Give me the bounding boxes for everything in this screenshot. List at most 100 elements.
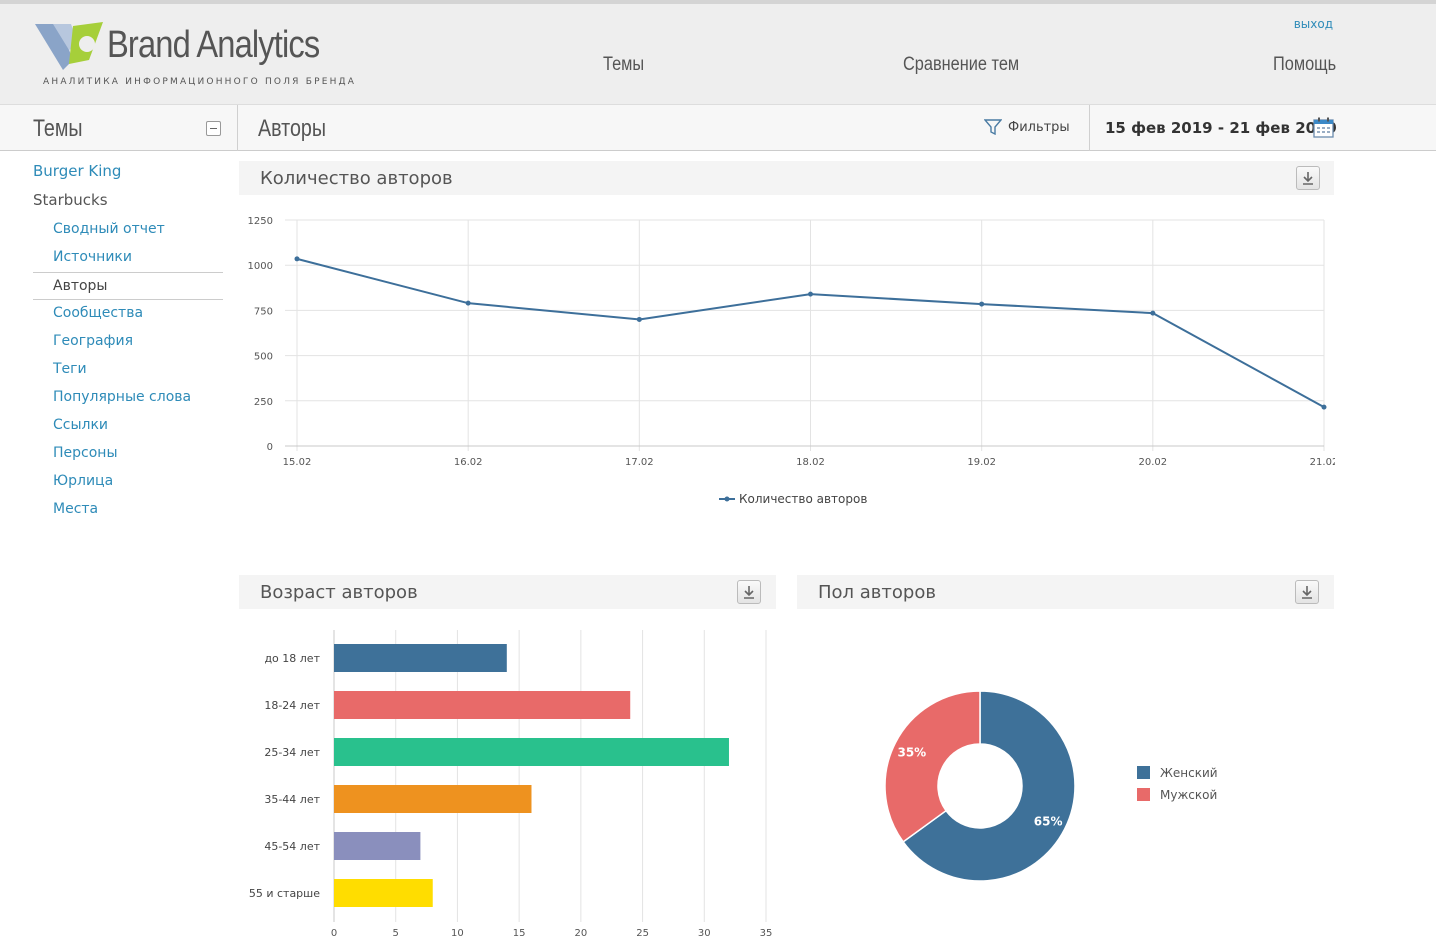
sidebar-title: Темы	[33, 115, 83, 142]
divider	[1089, 105, 1090, 151]
slice-value-label: 65%	[1034, 815, 1063, 829]
x-tick-label: 19.02	[967, 457, 996, 468]
legend-label: Количество авторов	[739, 492, 867, 506]
age-bar	[334, 691, 631, 719]
date-separator: -	[1217, 119, 1225, 137]
age-panel-header: Возраст авторов	[239, 575, 776, 609]
y-tick-label: 750	[254, 306, 273, 317]
category-label: 55 и старше	[249, 887, 320, 900]
x-tick-label: 16.02	[454, 457, 483, 468]
slice-value-label: 35%	[897, 745, 926, 759]
gender-donut-chart: 65% 35% Женский Мужской	[884, 690, 1218, 882]
x-tick-label: 10	[451, 928, 464, 939]
x-tick-label: 15	[513, 928, 526, 939]
x-tick-label: 18.02	[796, 457, 825, 468]
sidebar-item-popular-words[interactable]: Популярные слова	[53, 389, 192, 405]
calendar-icon[interactable]	[1313, 117, 1334, 138]
x-tick-label: 20	[574, 928, 587, 939]
category-label: 25-34 лет	[264, 746, 320, 759]
x-tick-label: 0	[331, 928, 337, 939]
nav-help[interactable]: Помощь	[1273, 54, 1337, 75]
data-point	[1150, 310, 1156, 316]
age-bar	[334, 738, 729, 766]
filter-icon	[984, 119, 1002, 135]
sidebar-item-legal-entities[interactable]: Юрлица	[53, 473, 114, 489]
donut-slice	[884, 690, 981, 843]
data-point	[1321, 404, 1327, 410]
x-tick-label: 5	[393, 928, 399, 939]
legend-point-marker	[724, 496, 730, 502]
x-tick-label: 20.02	[1139, 457, 1168, 468]
data-point	[294, 256, 300, 262]
category-label: 45-54 лет	[264, 840, 320, 853]
topic-burger-king[interactable]: Burger King	[33, 162, 122, 180]
age-bar	[334, 832, 421, 860]
age-bar	[334, 879, 433, 907]
age-bar	[334, 785, 532, 813]
filters-label: Фильтры	[1008, 119, 1070, 135]
y-tick-label: 250	[254, 397, 273, 408]
age-bar	[334, 644, 507, 672]
nav-compare-topics[interactable]: Сравнение тем	[903, 54, 1020, 75]
data-point	[979, 301, 985, 307]
y-tick-label: 500	[254, 352, 273, 363]
x-tick-label: 25	[636, 928, 649, 939]
y-tick-label: 1000	[248, 261, 273, 272]
x-tick-label: 30	[698, 928, 711, 939]
data-point	[636, 316, 642, 322]
sidebar-item-persons[interactable]: Персоны	[53, 445, 118, 461]
legend-label: Мужской	[1160, 788, 1217, 802]
logout-link[interactable]: выход	[1293, 17, 1333, 31]
brand-logo[interactable]: Brand Analytics АНАЛИТИКА ИНФОРМАЦИОННОГ…	[33, 20, 354, 94]
collapse-sidebar-button[interactable]	[206, 121, 221, 136]
active-item-highlight	[33, 272, 223, 300]
divider	[237, 105, 238, 151]
data-point	[465, 300, 471, 306]
authors-count-panel-header: Количество авторов	[239, 161, 1334, 195]
authors-count-line-chart: 0 250 500 750 1000 1250 15.02 16.02 17.02 18.02 19…	[248, 216, 1335, 506]
download-age-button[interactable]	[737, 580, 761, 604]
data-point	[808, 291, 813, 297]
sidebar-item-authors[interactable]: Авторы	[53, 278, 108, 294]
sidebar-item-links[interactable]: Ссылки	[53, 417, 109, 433]
download-authors-count-button[interactable]	[1296, 166, 1320, 190]
y-tick-label: 0	[267, 442, 273, 453]
category-label: до 18 лет	[264, 652, 320, 665]
nav-topics[interactable]: Темы	[603, 54, 645, 75]
logo-subtitle: АНАЛИТИКА ИНФОРМАЦИОННОГО ПОЛЯ БРЕНДА	[43, 77, 357, 87]
gender-panel-header: Пол авторов	[797, 575, 1334, 609]
donut-slice	[902, 690, 1076, 882]
x-tick-label: 17.02	[625, 457, 654, 468]
category-label: 35-44 лет	[264, 793, 320, 806]
x-tick-label: 15.02	[283, 457, 312, 468]
legend-swatch	[1137, 766, 1150, 779]
sidebar-item-summary[interactable]: Сводный отчет	[53, 221, 165, 237]
age-bar-chart: 0 5 10 15 20 25 30 35 до 18 лет 18-24 лет 25-34 ле…	[249, 630, 773, 939]
download-icon	[1303, 172, 1313, 185]
logo-mark-icon	[35, 22, 103, 70]
x-tick-label: 21.02	[1310, 457, 1335, 468]
sidebar-item-sources[interactable]: Источники	[53, 249, 132, 265]
download-icon	[1302, 586, 1312, 599]
page-title: Авторы	[258, 115, 326, 142]
sub-header: Темы Авторы Фильтры 15 фев 2019 - 21 фев…	[0, 105, 1436, 151]
legend-swatch	[1137, 788, 1150, 801]
date-from: 15 фев 2019	[1105, 119, 1213, 137]
app-header: Brand Analytics АНАЛИТИКА ИНФОРМАЦИОННОГ…	[0, 0, 1436, 105]
logo-title: Brand Analytics	[107, 24, 320, 66]
authors-count-title: Количество авторов	[260, 168, 453, 189]
date-range[interactable]: 15 фев 2019 - 21 фев 2019	[1105, 119, 1337, 137]
filters-button[interactable]: Фильтры	[984, 119, 1070, 135]
legend-label: Женский	[1160, 766, 1218, 780]
date-to: 21 фев 2019	[1229, 119, 1337, 137]
x-tick-label: 35	[760, 928, 773, 939]
sidebar-item-communities[interactable]: Сообщества	[53, 305, 144, 321]
sidebar-item-geography[interactable]: География	[53, 333, 134, 349]
gender-title: Пол авторов	[818, 582, 936, 603]
topic-starbucks[interactable]: Starbucks	[33, 191, 108, 209]
download-icon	[744, 586, 754, 599]
sidebar-item-tags[interactable]: Теги	[53, 361, 87, 377]
y-tick-label: 1250	[248, 216, 273, 227]
sidebar-item-places[interactable]: Места	[53, 501, 99, 517]
download-gender-button[interactable]	[1295, 580, 1319, 604]
